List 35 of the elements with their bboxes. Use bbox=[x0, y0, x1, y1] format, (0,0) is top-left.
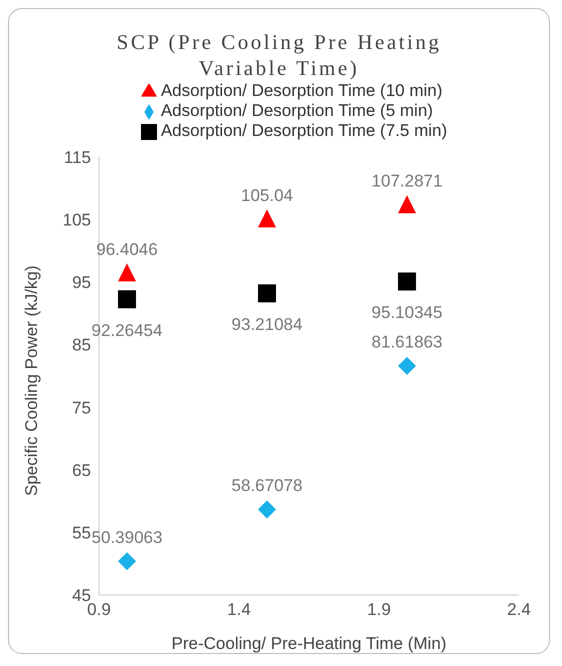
point bbox=[258, 209, 276, 228]
y-tick-label: 105 bbox=[62, 210, 91, 230]
data-label: 95.10345 bbox=[372, 303, 442, 322]
data-label: 92.26454 bbox=[92, 320, 162, 340]
x-tick-label: 0.9 bbox=[87, 600, 111, 620]
x-axis-title: Pre-Cooling/ Pre-Heating Time (Min) bbox=[172, 634, 446, 653]
chart-title: SCP (Pre Cooling Pre Heating Variable Time) bbox=[116, 29, 442, 81]
data-label: 81.61863 bbox=[372, 332, 442, 352]
point bbox=[258, 284, 276, 302]
data-label: 105.04 bbox=[241, 186, 293, 205]
point bbox=[118, 290, 136, 308]
point bbox=[118, 552, 136, 570]
data-label: 96.4046 bbox=[96, 240, 158, 259]
y-tick-label: 65 bbox=[72, 460, 91, 480]
x-tick-label: 2.4 bbox=[507, 600, 531, 620]
legend-label: Adsorption/ Desorption Time (10 min) bbox=[160, 81, 442, 100]
point bbox=[398, 195, 416, 214]
y-tick-label: 115 bbox=[64, 148, 91, 168]
point bbox=[398, 272, 416, 290]
y-tick-label: 75 bbox=[72, 398, 91, 418]
x-tick-label: 1.4 bbox=[227, 600, 251, 620]
y-axis-title: Specific Cooling Power (kJ/kg) bbox=[22, 265, 42, 496]
data-label: 58.67078 bbox=[232, 476, 302, 495]
x-tick-label: 1.9 bbox=[367, 600, 391, 620]
point bbox=[118, 263, 136, 282]
legend-label: Adsorption/ Desorption Time (5 min) bbox=[160, 101, 433, 120]
point bbox=[398, 356, 416, 375]
data-label: 50.39063 bbox=[92, 528, 162, 547]
point bbox=[258, 500, 276, 518]
y-tick-label: 95 bbox=[72, 273, 91, 292]
y-tick-label: 85 bbox=[72, 336, 91, 355]
legend-label: Adsorption/ Desorption Time (7.5 min) bbox=[160, 121, 448, 140]
y-tick-label: 55 bbox=[72, 523, 91, 542]
data-label: 107.2871 bbox=[372, 172, 442, 191]
data-label: 93.21084 bbox=[232, 314, 302, 334]
